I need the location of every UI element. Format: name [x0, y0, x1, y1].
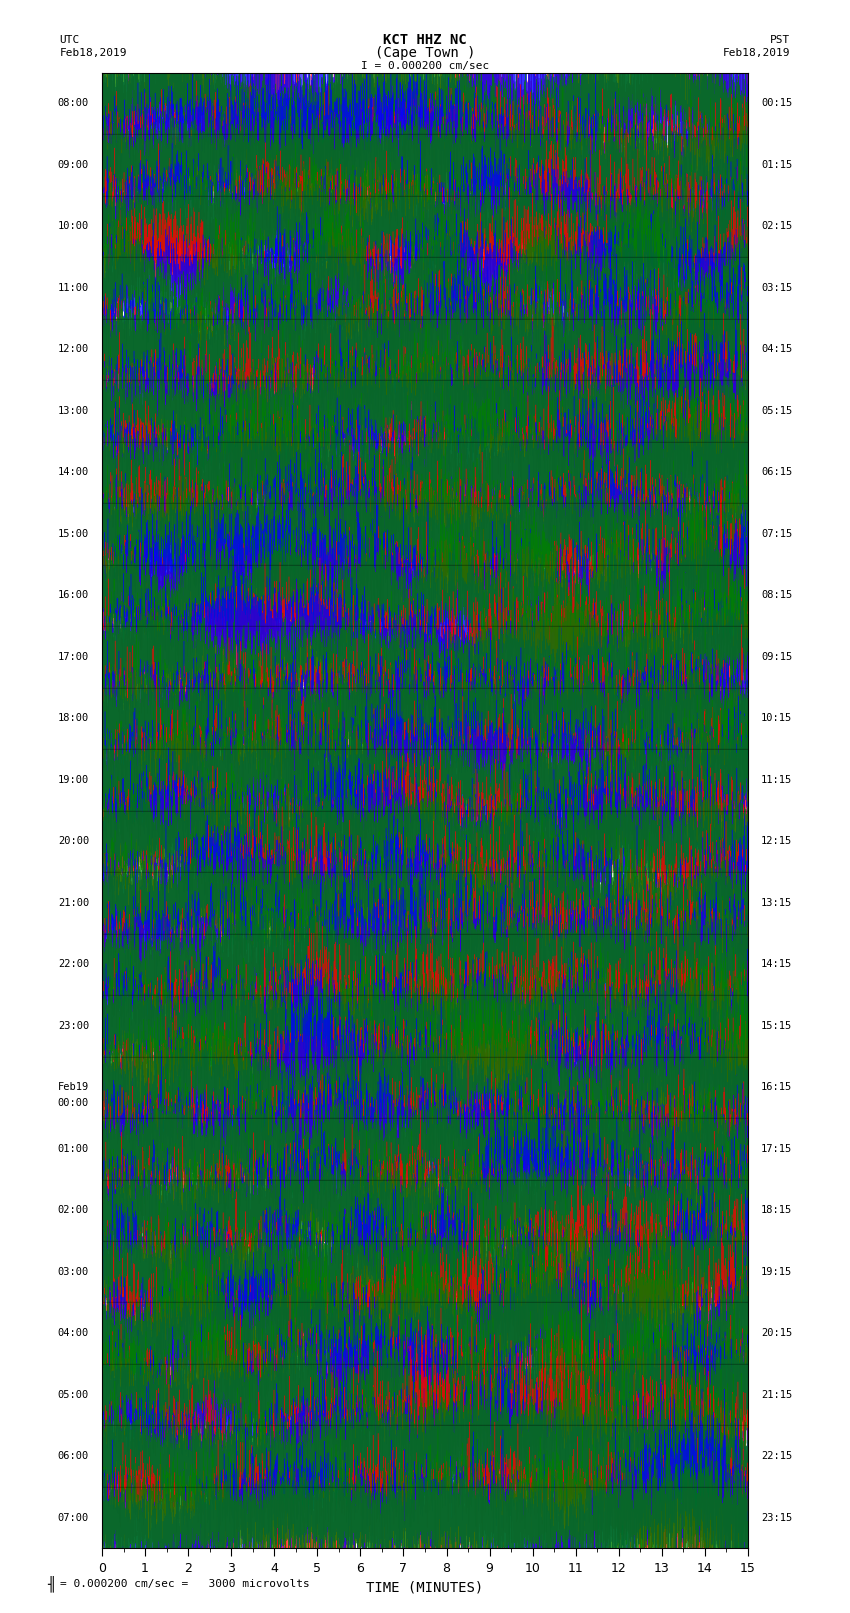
Text: 07:15: 07:15 — [761, 529, 792, 539]
Text: 20:15: 20:15 — [761, 1327, 792, 1339]
Text: UTC: UTC — [60, 35, 80, 45]
Text: 10:00: 10:00 — [58, 221, 89, 231]
Text: 09:15: 09:15 — [761, 652, 792, 661]
Text: 15:15: 15:15 — [761, 1021, 792, 1031]
Text: Feb19: Feb19 — [58, 1082, 89, 1092]
Text: I = 0.000200 cm/sec: I = 0.000200 cm/sec — [361, 61, 489, 71]
Text: = 0.000200 cm/sec =   3000 microvolts: = 0.000200 cm/sec = 3000 microvolts — [60, 1579, 309, 1589]
Text: 03:00: 03:00 — [58, 1266, 89, 1277]
Text: 16:15: 16:15 — [761, 1082, 792, 1092]
Text: Feb18,2019: Feb18,2019 — [723, 48, 791, 58]
Text: 05:15: 05:15 — [761, 406, 792, 416]
Text: 11:15: 11:15 — [761, 774, 792, 786]
Text: 20:00: 20:00 — [58, 836, 89, 847]
Text: PST: PST — [770, 35, 790, 45]
Text: 21:15: 21:15 — [761, 1390, 792, 1400]
Text: Feb18,2019: Feb18,2019 — [60, 48, 127, 58]
Text: 01:00: 01:00 — [58, 1144, 89, 1153]
Text: 22:00: 22:00 — [58, 960, 89, 969]
Text: 13:00: 13:00 — [58, 406, 89, 416]
Text: 17:00: 17:00 — [58, 652, 89, 661]
X-axis label: TIME (MINUTES): TIME (MINUTES) — [366, 1581, 484, 1594]
Text: 06:15: 06:15 — [761, 468, 792, 477]
Text: 21:00: 21:00 — [58, 898, 89, 908]
Text: 19:00: 19:00 — [58, 774, 89, 786]
Text: 03:15: 03:15 — [761, 282, 792, 294]
Text: 11:00: 11:00 — [58, 282, 89, 294]
Text: 10:15: 10:15 — [761, 713, 792, 723]
Text: 05:00: 05:00 — [58, 1390, 89, 1400]
Text: 12:00: 12:00 — [58, 344, 89, 355]
Text: 02:15: 02:15 — [761, 221, 792, 231]
Text: 17:15: 17:15 — [761, 1144, 792, 1153]
Text: 13:15: 13:15 — [761, 898, 792, 908]
Text: 00:00: 00:00 — [58, 1097, 89, 1108]
Text: 15:00: 15:00 — [58, 529, 89, 539]
Text: 14:15: 14:15 — [761, 960, 792, 969]
Text: 01:15: 01:15 — [761, 160, 792, 169]
Text: 08:00: 08:00 — [58, 98, 89, 108]
Text: KCT HHZ NC: KCT HHZ NC — [383, 34, 467, 47]
Text: 14:00: 14:00 — [58, 468, 89, 477]
Text: 06:00: 06:00 — [58, 1452, 89, 1461]
Text: 04:15: 04:15 — [761, 344, 792, 355]
Text: 19:15: 19:15 — [761, 1266, 792, 1277]
Text: 02:00: 02:00 — [58, 1205, 89, 1215]
Text: (Cape Town ): (Cape Town ) — [375, 47, 475, 60]
Text: 22:15: 22:15 — [761, 1452, 792, 1461]
Text: 16:00: 16:00 — [58, 590, 89, 600]
Text: 09:00: 09:00 — [58, 160, 89, 169]
Text: 18:15: 18:15 — [761, 1205, 792, 1215]
Text: 18:00: 18:00 — [58, 713, 89, 723]
Text: 12:15: 12:15 — [761, 836, 792, 847]
Text: ╢: ╢ — [47, 1576, 55, 1592]
Text: 00:15: 00:15 — [761, 98, 792, 108]
Text: 23:15: 23:15 — [761, 1513, 792, 1523]
Text: 04:00: 04:00 — [58, 1327, 89, 1339]
Text: 07:00: 07:00 — [58, 1513, 89, 1523]
Text: 08:15: 08:15 — [761, 590, 792, 600]
Text: 23:00: 23:00 — [58, 1021, 89, 1031]
